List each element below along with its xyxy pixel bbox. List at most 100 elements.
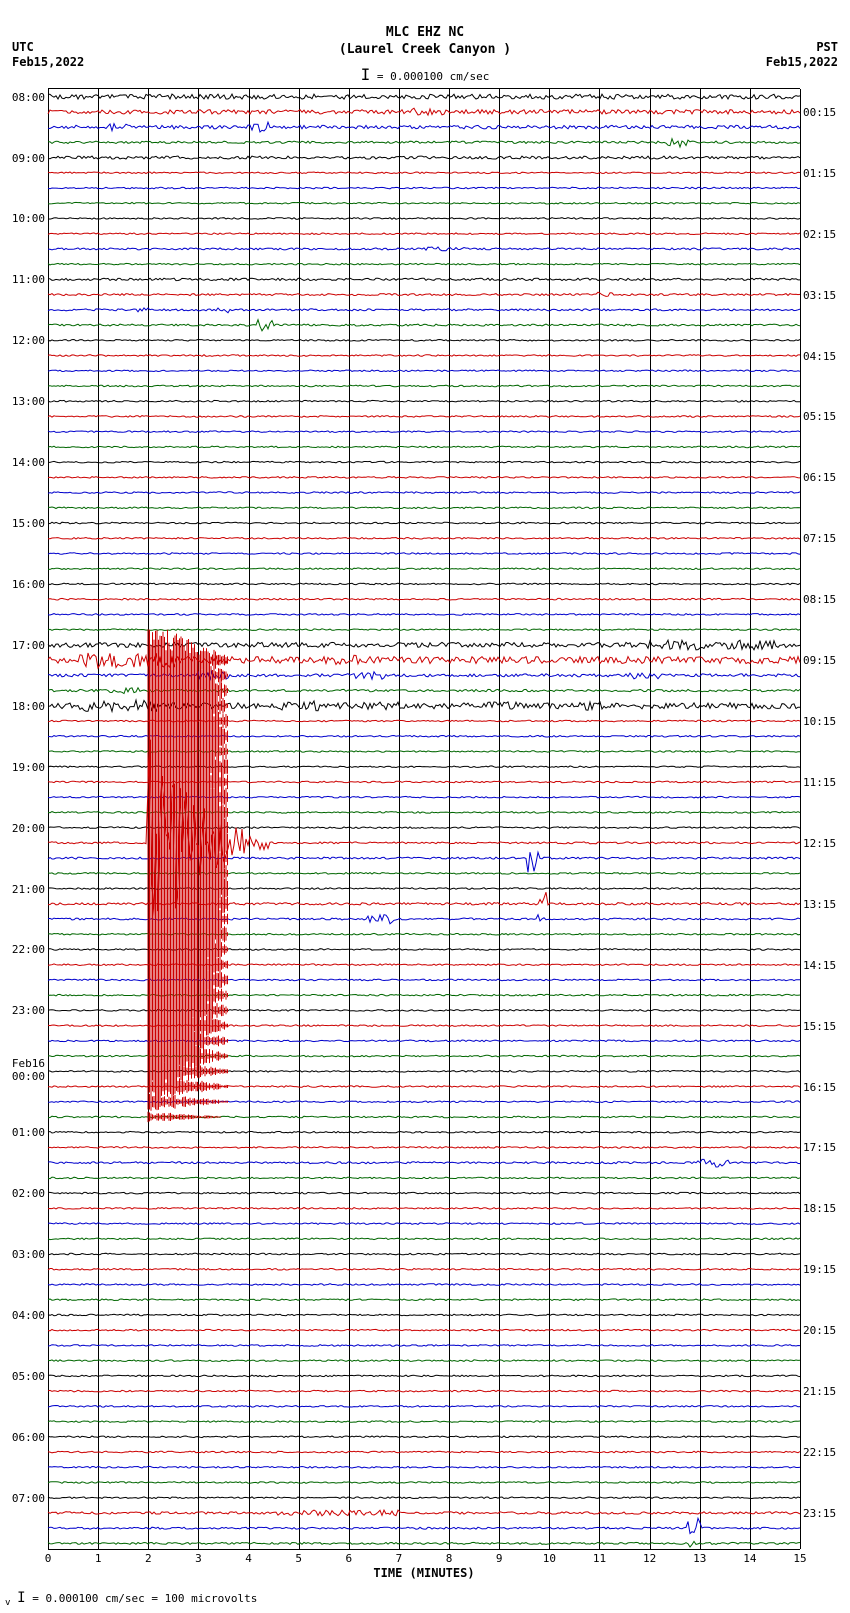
seismic-trace	[48, 1284, 800, 1286]
seismic-trace	[48, 1518, 800, 1533]
seismogram-plot: 08:0009:0010:0011:0012:0013:0014:0015:00…	[48, 88, 800, 1550]
time-label-pst: 20:15	[800, 1324, 836, 1337]
time-label-utc: 02:00	[12, 1187, 48, 1200]
x-tick-label: 15	[793, 1552, 806, 1565]
time-label-utc: 07:00	[12, 1492, 48, 1505]
seismic-trace	[48, 688, 800, 694]
time-label-pst: 02:15	[800, 228, 836, 241]
seismic-trace	[48, 735, 800, 737]
date-left-label: Feb15,2022	[12, 55, 84, 69]
seismic-trace	[48, 1314, 800, 1316]
x-tick-label: 8	[446, 1552, 453, 1565]
time-label-utc: 17:00	[12, 639, 48, 652]
x-axis: 1514131211109876543210 TIME (MINUTES)	[48, 1550, 800, 1580]
seismic-trace	[48, 640, 800, 650]
seismic-trace	[48, 355, 800, 357]
time-label-utc: 10:00	[12, 212, 48, 225]
seismic-trace	[48, 827, 800, 829]
seismic-trace	[48, 1086, 800, 1088]
seismic-trace	[48, 1269, 800, 1271]
time-label-utc: 13:00	[12, 395, 48, 408]
seismic-trace	[48, 1482, 800, 1484]
seismic-trace	[48, 247, 800, 251]
seismic-trace	[48, 507, 800, 509]
x-tick-label: 7	[396, 1552, 403, 1565]
time-label-utc: 11:00	[12, 273, 48, 286]
seismic-trace	[48, 233, 800, 235]
time-label-pst: 16:15	[800, 1081, 836, 1094]
scale-indicator: I = 0.000100 cm/sec	[0, 65, 850, 84]
seismic-trace	[48, 308, 800, 313]
seismic-trace	[48, 492, 800, 494]
seismic-trace	[48, 538, 800, 540]
seismic-trace	[48, 1406, 800, 1408]
seismic-trace	[48, 139, 800, 147]
seismic-trace	[48, 477, 800, 479]
seismic-trace	[48, 598, 800, 600]
seismic-trace	[48, 873, 800, 875]
seismic-trace	[48, 1238, 800, 1240]
tz-right-label: PST	[816, 40, 838, 54]
date-right-label: Feb15,2022	[766, 55, 838, 69]
seismic-trace	[48, 416, 800, 418]
time-label-pst: 14:15	[800, 959, 836, 972]
seismic-trace	[48, 1055, 800, 1057]
x-tick-label: 13	[693, 1552, 706, 1565]
seismic-trace	[48, 218, 800, 220]
time-label-pst: 00:15	[800, 106, 836, 119]
x-tick-label: 14	[743, 1552, 756, 1565]
time-label-pst: 12:15	[800, 837, 836, 850]
seismic-trace	[48, 1010, 800, 1012]
seismic-trace	[48, 292, 800, 296]
station-location: (Laurel Creek Canyon )	[0, 42, 850, 57]
time-label-utc: 12:00	[12, 334, 48, 347]
time-label-utc: 22:00	[12, 943, 48, 956]
seismic-trace	[48, 933, 800, 935]
time-label-pst: 10:15	[800, 715, 836, 728]
seismic-trace	[48, 400, 800, 402]
seismic-trace	[48, 653, 800, 668]
seismic-trace	[48, 1071, 800, 1073]
seismic-trace	[48, 108, 800, 115]
x-tick-label: 10	[543, 1552, 556, 1565]
seismic-trace	[48, 1208, 800, 1210]
time-label-pst: 15:15	[800, 1020, 836, 1033]
time-label-utc: 16:00	[12, 578, 48, 591]
time-label-utc: 08:00	[12, 91, 48, 104]
seismic-trace	[48, 766, 800, 768]
time-label-pst: 09:15	[800, 654, 836, 667]
time-label-utc: 21:00	[12, 883, 48, 896]
time-label-pst: 01:15	[800, 167, 836, 180]
time-label-pst: 03:15	[800, 289, 836, 302]
seismic-trace	[48, 1329, 800, 1331]
seismic-trace	[48, 1101, 800, 1103]
plot-header: MLC EHZ NC (Laurel Creek Canyon ) I = 0.…	[0, 25, 850, 84]
seismic-trace	[48, 320, 800, 331]
seismic-trace	[48, 892, 800, 905]
time-label-pst: 21:15	[800, 1385, 836, 1398]
station-code: MLC EHZ NC	[0, 25, 850, 40]
time-label-pst: 19:15	[800, 1263, 836, 1276]
time-label-pst: 17:15	[800, 1141, 836, 1154]
seismic-trace	[48, 979, 800, 981]
x-tick-label: 3	[195, 1552, 202, 1565]
seismic-trace	[48, 370, 800, 372]
time-label-pst: 22:15	[800, 1446, 836, 1459]
seismic-trace	[48, 1223, 800, 1225]
seismic-trace	[48, 385, 800, 387]
time-label-pst: 07:15	[800, 532, 836, 545]
seismic-trace	[48, 1497, 800, 1499]
seismic-trace	[48, 1177, 800, 1179]
seismic-trace	[48, 172, 800, 174]
seismic-trace	[48, 122, 800, 132]
time-label-pst: 04:15	[800, 350, 836, 363]
seismic-trace	[48, 1299, 800, 1301]
seismic-trace	[48, 1147, 800, 1149]
time-label-pst: 23:15	[800, 1507, 836, 1520]
time-label-utc: 04:00	[12, 1309, 48, 1322]
x-tick-label: 9	[496, 1552, 503, 1565]
seismic-trace	[48, 94, 800, 99]
seismic-trace	[48, 583, 800, 585]
seismic-trace	[48, 629, 800, 631]
seismic-trace	[48, 1375, 800, 1377]
